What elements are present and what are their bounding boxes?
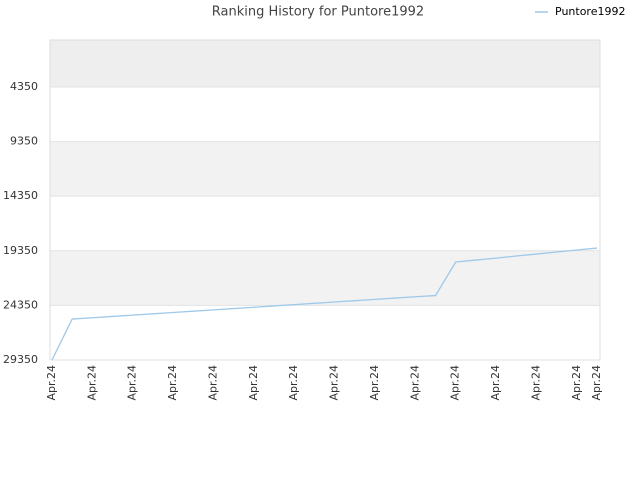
line bbox=[51, 247, 598, 361]
y-tick-label: 9350 bbox=[10, 135, 38, 148]
x-tick-label: Apr.24 bbox=[206, 365, 219, 401]
y-tick-label: 4350 bbox=[10, 80, 38, 93]
x-tick-label: Apr.24 bbox=[590, 365, 603, 401]
band bbox=[50, 141, 600, 197]
x-tick-label: Apr.24 bbox=[489, 365, 502, 401]
y-tick-label: 19350 bbox=[3, 244, 38, 257]
x-tick-label: Apr.24 bbox=[529, 365, 542, 401]
x-tick-label: Apr.24 bbox=[287, 365, 300, 401]
x-tick-label: Apr.24 bbox=[126, 365, 139, 401]
band bbox=[50, 86, 600, 142]
x-tick-label: Apr.24 bbox=[449, 365, 462, 401]
band bbox=[50, 196, 600, 251]
y-tick-label: 14350 bbox=[3, 189, 38, 202]
band bbox=[50, 305, 600, 360]
y-tick-label: 29350 bbox=[3, 353, 38, 366]
x-tick-label: Apr.24 bbox=[328, 365, 341, 401]
band bbox=[50, 250, 600, 306]
y-tick-label: 24350 bbox=[3, 298, 38, 311]
x-tick-label: Apr.24 bbox=[45, 365, 58, 401]
legend-label: Puntore1992 bbox=[555, 5, 625, 18]
x-tick-label: Apr.24 bbox=[368, 365, 381, 401]
band bbox=[50, 40, 600, 87]
x-tick-label: Apr.24 bbox=[85, 365, 98, 401]
x-tick-label: Apr.24 bbox=[408, 365, 421, 401]
x-tick-label: Apr.24 bbox=[166, 365, 179, 401]
x-tick-label: Apr.24 bbox=[570, 365, 583, 401]
chart-title: Ranking History for Puntore1992 bbox=[212, 5, 424, 20]
x-tick-label: Apr.24 bbox=[247, 365, 260, 401]
